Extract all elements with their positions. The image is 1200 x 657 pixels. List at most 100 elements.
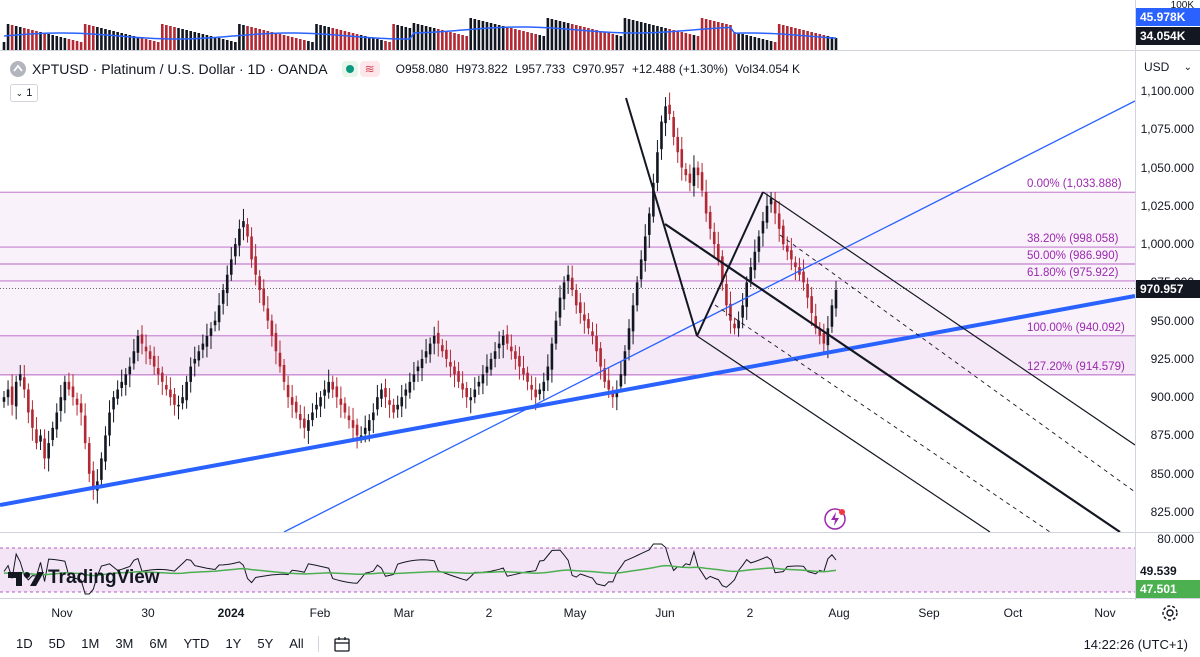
chart-settings-gear-icon[interactable] — [1160, 603, 1180, 623]
candle-body — [83, 415, 87, 444]
candle-body — [116, 389, 119, 399]
candle-body — [201, 343, 205, 350]
pitchfork-leg-2 — [696, 191, 764, 337]
candle-body — [75, 398, 79, 405]
timeframe-button[interactable]: 5Y — [257, 636, 274, 651]
candle-body — [583, 314, 586, 321]
candle-body — [331, 381, 335, 390]
volume-bar — [554, 20, 558, 50]
candle-body — [100, 458, 103, 480]
timeframe-button[interactable]: 1Y — [225, 636, 242, 651]
timeframe-button[interactable]: YTD — [183, 636, 210, 651]
symbol-legend[interactable]: XPTUSD · Platinum / U.S. Dollar · 1D · O… — [10, 60, 804, 78]
open-value: O958.080 — [395, 62, 449, 76]
volume-bar — [574, 25, 578, 50]
time-axis[interactable]: Nov 30 2024 Feb Mar 2 May Jun 2 Aug Sep Oct Nov — [0, 600, 1135, 626]
candle-body — [814, 316, 818, 329]
candle-body — [132, 351, 136, 364]
volume-bar — [822, 35, 826, 50]
legend-collapse-toggle[interactable]: ⌄ 1 — [10, 84, 38, 102]
candle-body — [518, 355, 521, 367]
candle-body — [148, 351, 152, 359]
candle-body — [834, 290, 838, 309]
volume-bar — [806, 31, 809, 50]
volume-bar — [814, 33, 818, 50]
candle-body — [47, 443, 50, 459]
candle-body — [656, 152, 659, 183]
pane-divider-rsi[interactable] — [0, 532, 1200, 533]
timezone-clock[interactable]: 14:22:26 (UTC+1) — [1083, 637, 1188, 652]
volume-bar — [258, 29, 261, 50]
volume-bar — [570, 24, 574, 50]
volume-bar — [765, 40, 769, 50]
candle-body — [603, 368, 606, 382]
pitchfork-lower-line — [696, 335, 991, 532]
volume-bar — [315, 24, 318, 50]
candle-body — [51, 427, 55, 441]
candle-body — [489, 358, 493, 370]
volume-bar — [615, 35, 619, 50]
date-range-separator — [317, 635, 319, 652]
timeframe-button[interactable]: 6M — [149, 636, 168, 651]
candle-body — [108, 412, 111, 436]
candle-body — [71, 386, 75, 398]
volume-bar — [428, 27, 432, 50]
candle-body — [221, 290, 225, 304]
rsi-pane[interactable] — [0, 534, 1135, 598]
volume-bar — [522, 31, 525, 50]
candle-body — [729, 303, 732, 321]
tv-logo-icon — [8, 572, 44, 586]
volume-bar — [274, 33, 278, 50]
fib-level-label: 100.00% (940.092) — [1027, 321, 1125, 334]
volume-bar — [59, 37, 63, 50]
candle-body — [303, 418, 306, 428]
volume-pane[interactable] — [0, 0, 1135, 50]
timeframe-button[interactable]: 1M — [81, 636, 100, 651]
timeframe-button[interactable]: All — [289, 636, 304, 651]
volume-bar — [128, 35, 132, 50]
volume-bar — [96, 27, 99, 50]
candle-body — [635, 282, 639, 306]
price-axis[interactable]: 1,100.000 1,075.000 1,050.000 1,025.000 1,00… — [1136, 0, 1200, 600]
candle-body — [400, 397, 404, 407]
market-status-icon[interactable] — [341, 61, 358, 77]
lightning-alert-icon[interactable] — [823, 507, 847, 531]
volume-bar — [47, 34, 50, 50]
fib-level-label: 38.20% (998.058) — [1027, 233, 1119, 246]
volume-bar — [246, 26, 249, 50]
timeframe-button[interactable]: 3M — [115, 636, 134, 651]
volume-bar — [737, 33, 740, 50]
candle-body — [294, 401, 298, 413]
volume-bar — [526, 32, 529, 50]
pane-divider-top[interactable] — [0, 50, 1200, 51]
timeframe-button[interactable]: 1D — [16, 636, 33, 651]
candle-body — [643, 236, 647, 261]
currency-selector[interactable]: USD ⌄ — [1136, 52, 1200, 82]
price-chart-pane[interactable] — [0, 52, 1135, 532]
price-tick: 950.000 — [1150, 313, 1194, 328]
candle-body — [566, 274, 570, 281]
volume-bar — [303, 40, 306, 50]
volume-bar — [635, 21, 639, 50]
volume-bar — [627, 19, 631, 50]
candle-body — [696, 167, 700, 176]
volume-bar — [704, 19, 708, 50]
tradingview-logo[interactable]: TradingView — [8, 567, 160, 589]
volume-bar — [717, 22, 720, 50]
volume-bar — [197, 33, 201, 50]
candle-body — [777, 213, 781, 229]
candle-body — [372, 412, 375, 421]
time-tick: Aug — [828, 606, 850, 620]
price-tick: 925.000 — [1150, 351, 1194, 366]
volume-value-label: 34.054K — [1136, 27, 1200, 45]
data-mode-icon[interactable]: ≋ — [359, 61, 380, 77]
symbol-title[interactable]: XPTUSD · Platinum / U.S. Dollar · 1D · O… — [32, 61, 328, 77]
volume-bar — [238, 24, 241, 50]
timeframe-button[interactable]: 5D — [48, 636, 66, 651]
volume-value: Vol34.054 K — [735, 62, 801, 76]
volume-bar — [225, 40, 229, 50]
candle-body — [185, 381, 188, 401]
candle-body — [181, 397, 184, 404]
volume-bar — [639, 22, 643, 50]
calendar-icon[interactable] — [333, 635, 351, 653]
